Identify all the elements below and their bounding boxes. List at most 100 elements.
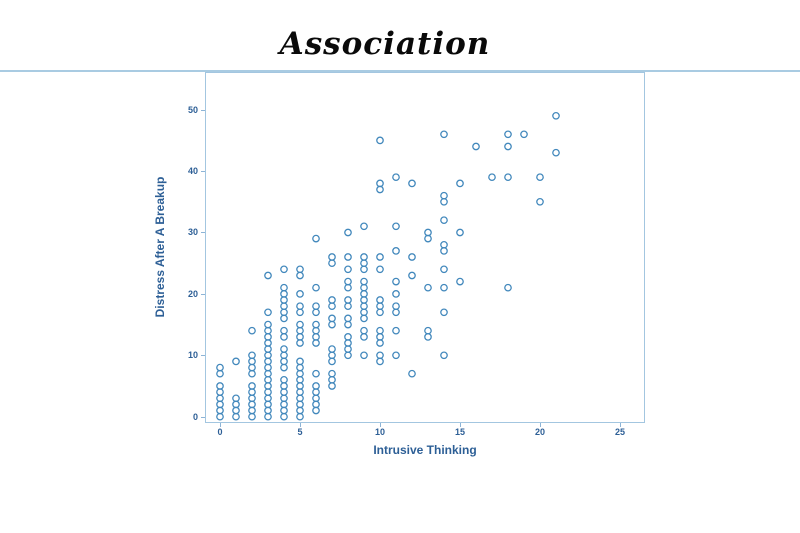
- data-point: [424, 333, 432, 341]
- data-point: [296, 265, 304, 274]
- data-point: [264, 400, 272, 409]
- data-point: [344, 339, 352, 347]
- data-point: [296, 400, 304, 409]
- data-point: [344, 283, 352, 292]
- data-point: [296, 382, 304, 390]
- x-tick-label: 15: [454, 427, 465, 437]
- data-point: [440, 191, 448, 200]
- data-point: [344, 253, 352, 261]
- y-axis-title: Distress After A Breakup: [153, 176, 167, 318]
- data-point: [216, 388, 224, 396]
- y-tick-label: 30: [187, 227, 198, 237]
- data-point: [296, 320, 304, 329]
- y-tick-mark: [201, 110, 205, 111]
- x-tick-mark: [380, 423, 381, 427]
- y-tick-mark: [201, 417, 205, 418]
- data-point: [248, 369, 256, 378]
- data-point: [424, 326, 432, 335]
- data-point: [376, 308, 384, 317]
- data-point: [264, 351, 272, 360]
- data-point: [552, 111, 560, 120]
- x-tick-label: 0: [217, 427, 223, 437]
- data-point: [392, 326, 400, 335]
- data-point: [264, 333, 272, 341]
- data-point: [280, 290, 288, 298]
- data-point: [264, 406, 272, 415]
- data-point: [328, 314, 336, 323]
- data-point: [264, 363, 272, 372]
- data-point: [216, 406, 224, 415]
- data-point: [248, 406, 256, 415]
- y-tick-mark: [201, 232, 205, 233]
- data-point: [536, 197, 544, 206]
- x-tick-label: 5: [297, 427, 303, 437]
- data-point: [232, 406, 240, 415]
- data-point: [264, 271, 272, 280]
- data-point: [376, 185, 384, 194]
- data-point: [264, 369, 272, 378]
- data-point: [296, 339, 304, 347]
- data-point: [488, 173, 496, 182]
- data-point: [376, 351, 384, 360]
- data-point: [264, 339, 272, 347]
- data-point: [328, 382, 336, 390]
- data-point: [264, 357, 272, 366]
- data-point: [552, 148, 560, 157]
- x-tick-mark: [300, 423, 301, 427]
- data-point: [328, 302, 336, 311]
- data-point: [296, 406, 304, 415]
- data-point: [312, 308, 320, 317]
- data-point: [360, 314, 368, 323]
- data-point: [360, 283, 368, 292]
- data-point: [312, 302, 320, 311]
- data-point: [280, 265, 288, 274]
- data-point: [280, 333, 288, 341]
- data-point: [312, 369, 320, 378]
- data-point: [264, 345, 272, 353]
- x-axis-title: Intrusive Thinking: [373, 443, 477, 457]
- data-point: [392, 222, 400, 231]
- x-tick-label: 20: [534, 427, 545, 437]
- data-point: [264, 375, 272, 384]
- data-point: [408, 271, 416, 280]
- data-point: [280, 308, 288, 317]
- data-point: [344, 277, 352, 286]
- data-point: [248, 388, 256, 396]
- data-point: [328, 259, 336, 268]
- data-point: [344, 228, 352, 237]
- data-point: [344, 333, 352, 341]
- data-point: [376, 339, 384, 347]
- data-point: [376, 357, 384, 366]
- data-point: [280, 382, 288, 390]
- data-point: [344, 296, 352, 304]
- data-point: [248, 357, 256, 366]
- data-point: [440, 130, 448, 139]
- data-point: [312, 388, 320, 396]
- data-point: [376, 265, 384, 274]
- data-point: [376, 136, 384, 145]
- data-point: [360, 333, 368, 341]
- data-point: [312, 382, 320, 390]
- data-point: [456, 277, 464, 286]
- data-point: [360, 222, 368, 231]
- data-point: [392, 290, 400, 298]
- data-point: [232, 400, 240, 409]
- x-tick-label: 25: [614, 427, 625, 437]
- data-point: [248, 382, 256, 390]
- y-tick-label: 20: [187, 289, 198, 299]
- data-point: [296, 388, 304, 396]
- data-point: [440, 308, 448, 317]
- data-point: [472, 142, 480, 151]
- data-point: [280, 412, 288, 421]
- y-tick-label: 10: [187, 350, 198, 360]
- data-point: [392, 173, 400, 182]
- data-point: [344, 302, 352, 311]
- data-point: [280, 388, 288, 396]
- data-point: [328, 375, 336, 384]
- data-point: [312, 394, 320, 403]
- y-tick-label: 50: [187, 105, 198, 115]
- data-point: [312, 326, 320, 335]
- data-point: [296, 308, 304, 317]
- data-point: [232, 394, 240, 403]
- data-point: [280, 363, 288, 372]
